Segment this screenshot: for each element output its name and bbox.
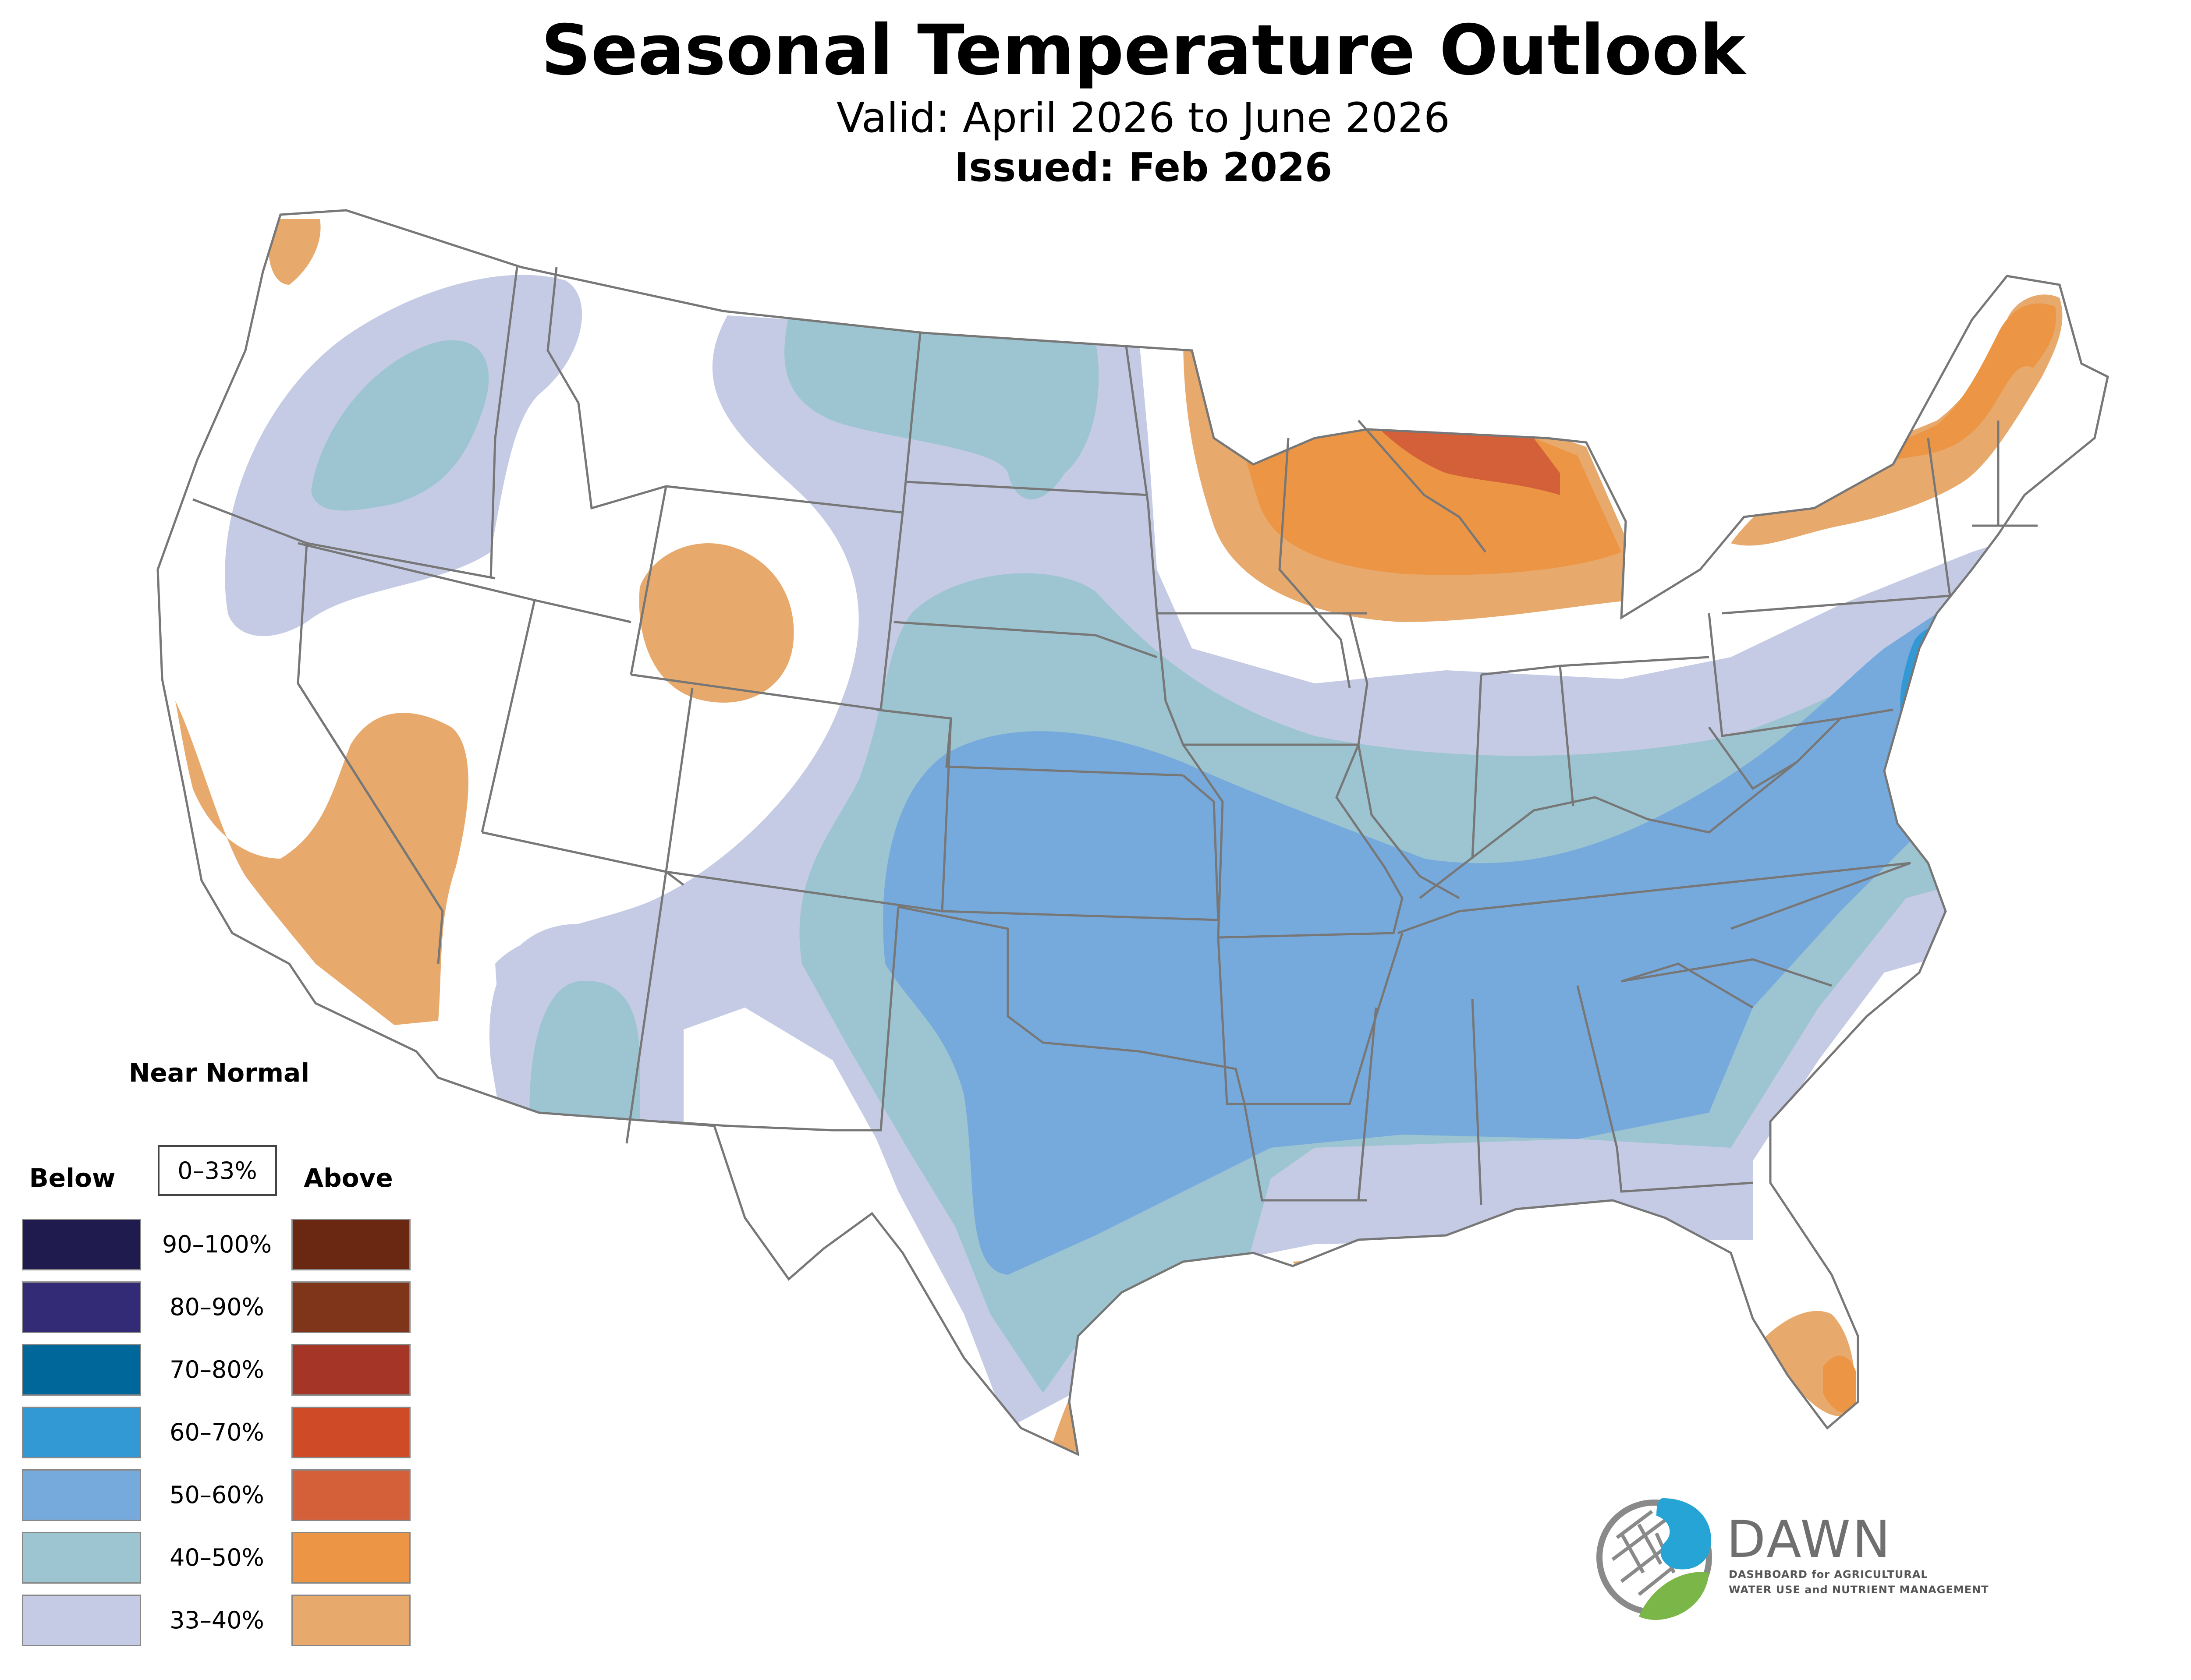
dawn-logo-grid-line xyxy=(1611,1510,1684,1596)
below-40-50-northern-plains xyxy=(784,315,1099,499)
legend-label-50-60: 50–60% xyxy=(170,1481,264,1509)
border-ut-co xyxy=(665,687,694,872)
legend-near-normal-title: Near Normal xyxy=(128,1058,310,1088)
border-nv-ut xyxy=(481,600,536,833)
legend-above-swatch-40-50 xyxy=(291,1532,411,1584)
above-40-50-florida-south xyxy=(1823,1355,1856,1413)
border-va-nc xyxy=(1621,862,1911,987)
legend-below-swatch-60-70 xyxy=(22,1407,141,1458)
border-tx-ok xyxy=(898,905,1246,1104)
legend-label-70-80: 70–80% xyxy=(170,1356,264,1383)
border-ny-pa xyxy=(1722,594,1950,615)
border-mt-dakotas xyxy=(901,332,922,513)
border-id-nv-ut xyxy=(298,542,631,623)
legend-below-swatch-80-90 xyxy=(22,1281,141,1333)
border-ky-wv xyxy=(1708,718,1841,790)
legend-above-swatch-70-80 xyxy=(291,1344,411,1396)
above-33-40-louisiana-coast xyxy=(1293,1253,1455,1288)
border-il-in xyxy=(1357,674,1482,899)
legend-near-normal-box: 0–33% xyxy=(158,1145,277,1196)
dawn-logo xyxy=(1596,1498,1712,1620)
border-sd-ne xyxy=(893,621,1157,658)
border-wy-south xyxy=(631,673,881,711)
border-al-ga xyxy=(1576,985,1753,1193)
above-33-40-pacific-northwest-coast xyxy=(268,219,321,285)
border-new-england xyxy=(1927,421,2038,596)
dawn-logo-green-leaf xyxy=(1639,1572,1709,1620)
border-tn xyxy=(1397,862,1911,934)
dawn-wordmark: DAWN xyxy=(1727,1510,1892,1569)
above-33-40-wyoming-colorado xyxy=(639,543,794,703)
issued-date: Issued: Feb 2026 xyxy=(954,145,1333,191)
legend-above-swatch-50-60 xyxy=(291,1469,411,1521)
below-40-50-southwest xyxy=(529,981,640,1148)
border-mn xyxy=(1125,346,1367,615)
below-40-50-pacific-northwest xyxy=(311,340,489,511)
dawn-logo-blue-drop xyxy=(1656,1498,1711,1570)
us-outline xyxy=(156,209,2109,1457)
dawn-subtitle-line-1: DASHBOARD for AGRICULTURAL xyxy=(1729,1568,1928,1581)
border-in-oh xyxy=(1481,656,1709,806)
border-mt-wy xyxy=(666,485,903,514)
border-az-nm xyxy=(625,871,667,1144)
above-33-40-california-southwest xyxy=(175,701,468,1025)
legend-below-swatch-70-80 xyxy=(22,1344,141,1396)
legend-below-swatch-50-60 xyxy=(22,1469,141,1521)
above-40-50-northeast xyxy=(1840,303,2056,464)
border-sc-ga xyxy=(1621,962,1754,1009)
below-50-60-south-central-east xyxy=(883,596,1972,1275)
border-ia xyxy=(1156,613,1368,746)
valid-period: Valid: April 2026 to June 2026 xyxy=(837,94,1450,142)
border-ks-east xyxy=(1182,775,1220,920)
legend-above-swatch-80-90 xyxy=(291,1281,411,1333)
state-borders xyxy=(192,267,2038,1205)
legend-label-90-100: 90–100% xyxy=(162,1231,272,1258)
legend-label-60-70: 60–70% xyxy=(170,1418,264,1446)
legend-below-title: Below xyxy=(29,1163,116,1193)
legend-label-40-50: 40–50% xyxy=(170,1544,264,1571)
legend-above-title: Above xyxy=(304,1163,393,1193)
border-id-west xyxy=(489,267,518,579)
legend-near-normal-range: 0–33% xyxy=(177,1157,257,1185)
legend-above-swatch-33-40 xyxy=(291,1595,411,1646)
border-wy-east xyxy=(879,512,904,710)
page-title: Seasonal Temperature Outlook xyxy=(541,10,1746,91)
dawn-subtitle-line-2: WATER USE and NUTRIENT MANAGEMENT xyxy=(1729,1584,1989,1596)
legend-label-80-90: 80–90% xyxy=(170,1293,264,1321)
border-id-mt xyxy=(546,267,667,510)
legend-below-swatch-40-50 xyxy=(22,1532,141,1584)
border-mo xyxy=(1182,744,1404,939)
legend-above-swatch-60-70 xyxy=(291,1407,411,1458)
border-nd-sd xyxy=(907,481,1149,496)
border-ky xyxy=(1419,761,1797,899)
legend-below-swatch-33-40 xyxy=(22,1595,141,1646)
border-oh-pa xyxy=(1708,613,1893,737)
border-nm-tx xyxy=(661,906,900,1132)
legend-label-33-40: 33–40% xyxy=(170,1606,264,1634)
border-ok-ks xyxy=(942,910,1219,921)
border-ca-nv xyxy=(297,683,444,964)
border-ar xyxy=(1217,933,1404,1105)
border-wy-west xyxy=(630,486,667,675)
border-wi-mi xyxy=(1278,420,1486,688)
legend-below-swatch-90-100 xyxy=(22,1219,141,1270)
border-ms-al xyxy=(1357,998,1482,1205)
legend-above-swatch-90-100 xyxy=(291,1219,411,1270)
